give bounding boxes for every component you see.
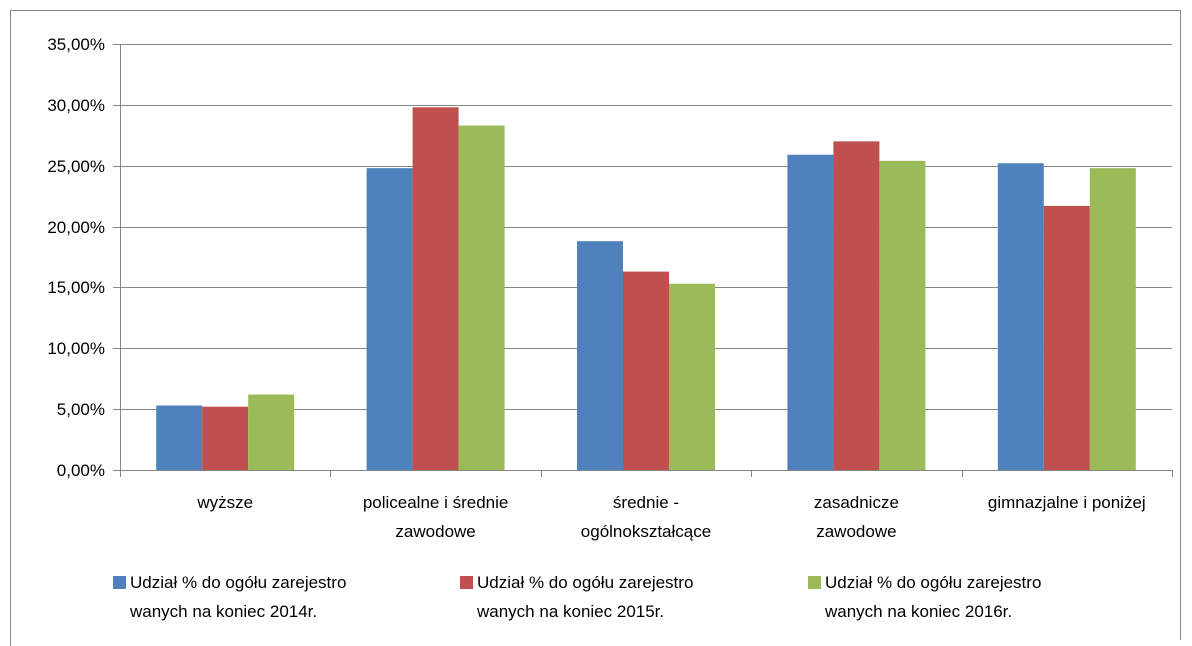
y-tick-label: 30,00% bbox=[47, 95, 105, 115]
legend-label: Udział % do ogółu zarejestro wanych na k… bbox=[477, 573, 694, 621]
bar bbox=[879, 160, 926, 471]
bar bbox=[1043, 205, 1090, 470]
legend-swatch bbox=[460, 576, 473, 589]
legend-swatch bbox=[808, 576, 821, 589]
bar bbox=[997, 163, 1044, 470]
bar bbox=[577, 241, 623, 470]
x-tick-label: policealne i średnie zawodowe bbox=[362, 493, 509, 541]
y-tick-label: 35,00% bbox=[47, 34, 105, 54]
chart-frame bbox=[10, 10, 1181, 646]
bar bbox=[1089, 168, 1136, 471]
y-tick-label: 15,00% bbox=[47, 277, 105, 297]
x-tick-label: zasadnicze zawodowe bbox=[813, 493, 899, 541]
y-tick-label: 0,00% bbox=[56, 460, 105, 480]
legend-label: Udział % do ogółu zarejestro wanych na k… bbox=[825, 573, 1042, 621]
y-tick-label: 5,00% bbox=[56, 399, 105, 419]
bar bbox=[787, 154, 834, 470]
bar bbox=[458, 125, 505, 470]
y-tick-label: 25,00% bbox=[47, 156, 105, 176]
x-tick-label: średnie - ogólnokształcące bbox=[580, 493, 712, 541]
x-tick-label: gimnazjalne i poniżej bbox=[987, 493, 1146, 512]
bar bbox=[156, 405, 203, 470]
bar bbox=[623, 271, 669, 470]
legend-label: Udział % do ogółu zarejestro wanych na k… bbox=[130, 573, 347, 621]
bar bbox=[366, 168, 413, 471]
bar bbox=[248, 394, 295, 470]
bar bbox=[669, 283, 715, 470]
x-tick-label: wyższe bbox=[197, 493, 254, 512]
bar bbox=[833, 141, 880, 470]
y-tick-label: 20,00% bbox=[47, 217, 105, 237]
legend-swatch bbox=[113, 576, 126, 589]
y-tick-label: 10,00% bbox=[47, 338, 105, 358]
bar bbox=[412, 107, 459, 470]
bar bbox=[202, 406, 249, 470]
